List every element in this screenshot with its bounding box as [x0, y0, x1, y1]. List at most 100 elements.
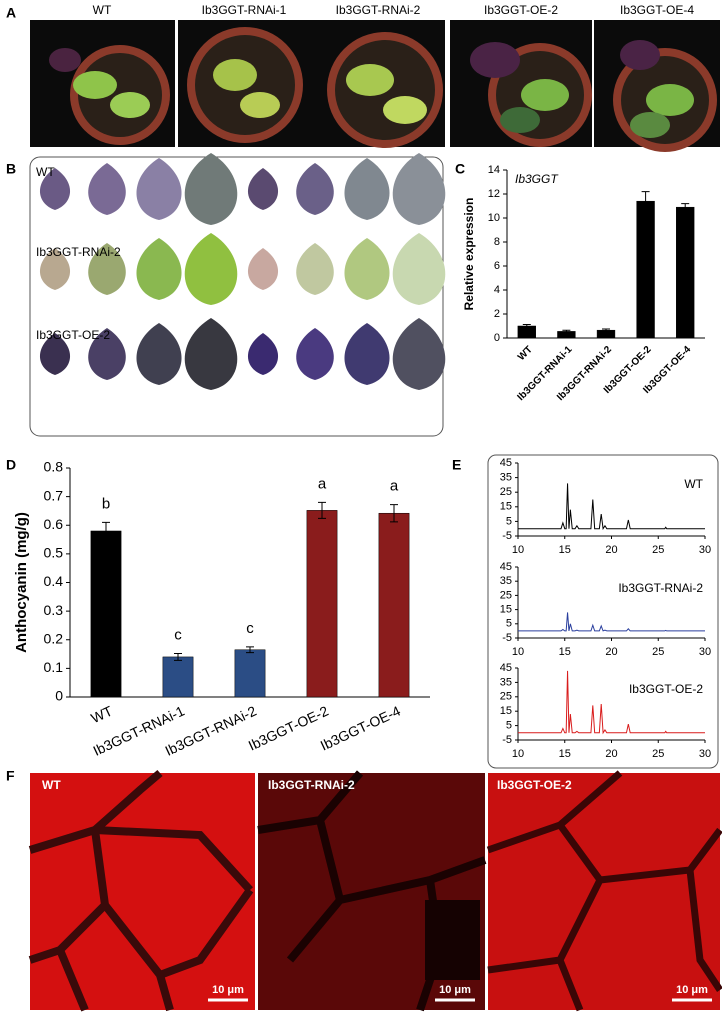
y-axis-label: Anthocyanin (mg/g) [13, 512, 30, 653]
error-bar [641, 191, 650, 212]
leaf [392, 233, 446, 305]
error-bar [174, 652, 182, 661]
x-tick-label: Ib3GGT-OE-4 [318, 702, 403, 753]
leaf [392, 318, 446, 390]
panel-letter: E [452, 457, 461, 473]
photo-label: Ib3GGT-RNAi-1 [202, 3, 287, 17]
leaf-label: Ib3GGT-OE-2 [36, 328, 110, 342]
error-bar [562, 329, 571, 334]
y-tick-label: 15 [500, 604, 512, 616]
y-tick-label: 4 [494, 284, 500, 296]
chromatogram-line [518, 612, 705, 632]
y-tick-label: 5 [506, 618, 512, 630]
series-label: WT [684, 477, 703, 491]
micrographs [28, 769, 722, 1012]
significance-letter: b [102, 495, 110, 512]
significance-letter: a [390, 478, 399, 495]
panel-letter: D [6, 457, 16, 473]
y-tick-label: 5 [506, 515, 512, 527]
leaf [392, 153, 446, 225]
leaf [136, 238, 182, 300]
chromatogram-box [487, 454, 719, 769]
x-tick-label: 20 [605, 748, 617, 760]
y-tick-label: 25 [500, 589, 512, 601]
leaf [88, 243, 126, 295]
scale-label: 10 μm [212, 984, 244, 996]
leaf [88, 328, 126, 380]
y-tick-label: -5 [502, 734, 512, 746]
bar [162, 656, 194, 698]
leaves-box [29, 156, 444, 437]
x-tick-label: 25 [652, 544, 664, 556]
leaf [88, 163, 126, 215]
significance-letter: c [174, 626, 182, 643]
leaf [184, 233, 238, 305]
y-tick-label: 0.2 [44, 630, 64, 646]
y-tick-label: 0.3 [44, 602, 64, 618]
photo-label: WT [93, 3, 112, 17]
bar [90, 530, 122, 698]
micrograph-label: WT [42, 778, 61, 792]
leaf [247, 333, 279, 375]
chart-title: Ib3GGT [515, 172, 559, 186]
x-tick-label: Ib3GGT-OE-2 [246, 702, 331, 753]
y-tick-label: 15 [500, 501, 512, 513]
x-tick-label: 30 [699, 544, 711, 556]
y-tick-label: 0.8 [44, 459, 64, 475]
x-tick-label: 25 [652, 748, 664, 760]
leaf-label: Ib3GGT-RNAi-2 [36, 245, 121, 259]
y-tick-label: 35 [500, 575, 512, 587]
error-bar [318, 501, 326, 519]
leaf-label: WT [36, 165, 55, 179]
scale-label: 10 μm [676, 984, 708, 996]
photo-label: Ib3GGT-RNAi-2 [336, 3, 421, 17]
panel-letter: B [6, 161, 16, 177]
leaf [184, 153, 238, 225]
chromatogram-line [518, 483, 705, 531]
micrograph-label: Ib3GGT-OE-2 [497, 778, 572, 792]
y-tick-label: 0.4 [44, 573, 64, 589]
error-bar [602, 328, 610, 332]
y-tick-label: -5 [502, 632, 512, 644]
y-tick-label: 45 [500, 561, 512, 573]
series-label: Ib3GGT-RNAi-2 [618, 581, 703, 595]
bar [234, 649, 266, 698]
error-bar [681, 203, 690, 212]
y-tick-label: 35 [500, 676, 512, 688]
y-tick-label: 0.1 [44, 659, 64, 675]
bar [636, 200, 655, 339]
y-tick-label: 0.7 [44, 487, 64, 503]
bar [676, 206, 695, 339]
y-tick-label: 45 [500, 457, 512, 469]
error-bar [522, 324, 531, 328]
chromatogram-line [518, 670, 705, 735]
y-tick-label: -5 [502, 530, 512, 542]
leaf [39, 168, 71, 210]
panel-letter: C [455, 161, 465, 177]
x-tick-label: 25 [652, 646, 664, 658]
significance-letter: c [246, 620, 254, 637]
x-tick-label: 30 [699, 748, 711, 760]
error-bar [390, 504, 398, 523]
scale-label: 10 μm [439, 984, 471, 996]
x-tick-label: WT [516, 344, 535, 363]
x-tick-label: 10 [512, 646, 524, 658]
y-tick-label: 25 [500, 691, 512, 703]
bar [378, 512, 410, 698]
series-label: Ib3GGT-OE-2 [629, 682, 703, 696]
leaf [136, 158, 182, 220]
y-tick-label: 5 [506, 720, 512, 732]
leaf [39, 248, 71, 290]
y-tick-label: 10 [488, 212, 500, 224]
y-tick-label: 0 [55, 688, 63, 704]
y-tick-label: 0.6 [44, 516, 64, 532]
y-tick-label: 0.5 [44, 545, 64, 561]
plant-photos [30, 20, 720, 152]
significance-letter: a [318, 475, 327, 492]
y-tick-label: 15 [500, 705, 512, 717]
leaf [247, 168, 279, 210]
photo-label: Ib3GGT-OE-2 [484, 3, 558, 17]
leaf-photos [39, 153, 446, 390]
leaf [344, 238, 390, 300]
x-tick-label: 10 [512, 544, 524, 556]
